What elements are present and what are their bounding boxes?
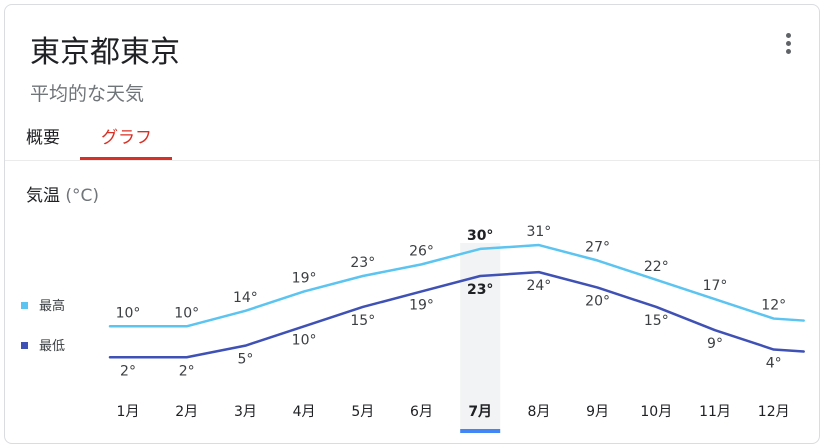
section-title: 気温: [26, 186, 60, 206]
label-high-5: 23°: [350, 255, 375, 271]
temperature-chart: 10° 10° 14° 19° 23° 26° 30° 31° 27° 22° 17° 12° 2° 2°…: [108, 224, 805, 433]
label-low-7: 23°: [467, 282, 493, 298]
label-low-5: 15°: [350, 313, 375, 329]
legend-high-label: 最高: [39, 299, 66, 314]
chart-section-title: 気温 (°C): [26, 181, 99, 206]
legend-low-swatch: [21, 342, 28, 349]
month-label-6: 6月: [410, 404, 433, 420]
month-label-1: 1月: [117, 404, 140, 420]
card-subtitle: 平均的な天気: [30, 83, 145, 105]
month-label-5: 5月: [351, 404, 374, 420]
series-line-low: [108, 270, 805, 359]
series-line-high: [108, 243, 805, 328]
month-label-11: 11月: [699, 404, 731, 420]
label-low-10: 15°: [644, 313, 669, 329]
label-low-1: 2°: [120, 363, 136, 379]
label-low-4: 10°: [292, 332, 317, 348]
month-label-9: 9月: [586, 404, 609, 420]
label-low-3: 5°: [237, 352, 253, 368]
month-label-12: 12月: [758, 404, 790, 420]
label-high-6: 26°: [409, 243, 434, 259]
active-tab-indicator: [80, 157, 172, 160]
legend-low: 最低: [21, 335, 65, 354]
location-title: 東京都東京: [30, 35, 180, 70]
tab-graph[interactable]: グラフ: [101, 128, 152, 148]
legend-high-swatch: [21, 302, 28, 309]
tab-overview[interactable]: 概要: [26, 128, 60, 148]
label-low-9: 20°: [585, 294, 610, 310]
month-label-7: 7月: [468, 404, 492, 420]
month-label-3: 3月: [234, 404, 257, 420]
label-high-12: 12°: [761, 298, 786, 314]
label-low-6: 19°: [409, 297, 434, 313]
more-options-icon[interactable]: [775, 29, 801, 59]
month-label-8: 8月: [527, 404, 550, 420]
month-label-2: 2月: [175, 404, 198, 420]
legend-high: 最高: [21, 295, 65, 314]
label-low-8: 24°: [526, 278, 551, 294]
label-high-2: 10°: [174, 305, 199, 321]
month-label-4: 4月: [293, 404, 316, 420]
tab-divider: [5, 160, 819, 161]
label-high-11: 17°: [703, 278, 728, 294]
selected-month-indicator: [460, 429, 501, 433]
label-high-9: 27°: [585, 240, 610, 256]
weather-card: 東京都東京 平均的な天気 概要 グラフ 気温 (°C) 最高 最低 10° 10°…: [4, 4, 820, 444]
label-high-7: 30°: [467, 228, 493, 244]
section-unit: (°C): [65, 186, 100, 206]
label-low-2: 2°: [179, 363, 195, 379]
month-label-10: 10月: [640, 404, 672, 420]
label-high-3: 14°: [233, 290, 258, 306]
label-low-11: 9°: [707, 336, 723, 352]
label-high-4: 19°: [292, 270, 317, 286]
label-high-1: 10°: [116, 305, 141, 321]
label-low-12: 4°: [766, 356, 782, 372]
label-high-8: 31°: [526, 224, 551, 240]
selected-month-highlight: [460, 243, 501, 429]
legend-low-label: 最低: [39, 339, 66, 354]
label-high-10: 22°: [644, 259, 669, 275]
